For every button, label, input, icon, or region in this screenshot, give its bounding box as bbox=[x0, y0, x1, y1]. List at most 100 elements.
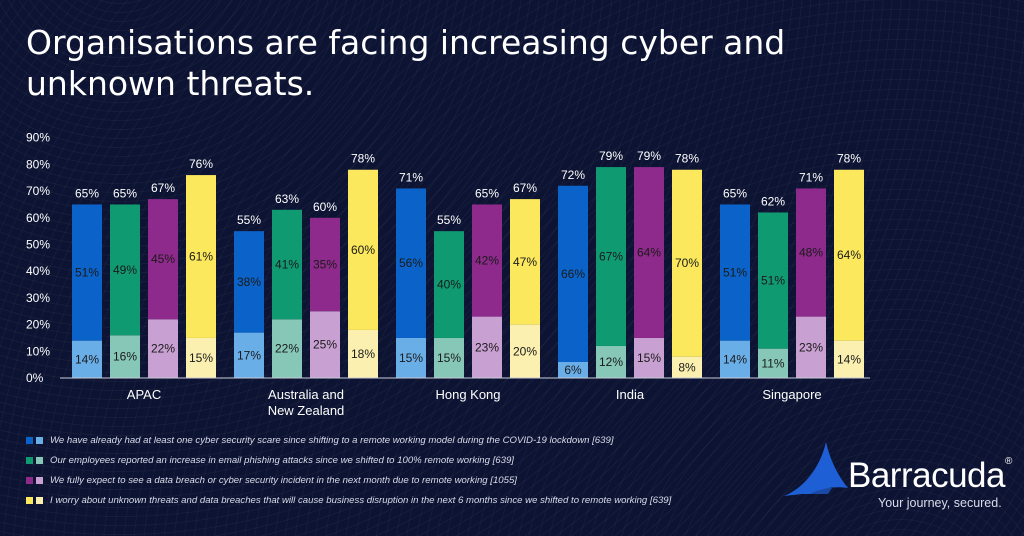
bar-upper-segment bbox=[596, 167, 626, 346]
bar-upper-segment bbox=[110, 204, 140, 336]
bar-segment-label: 12% bbox=[599, 355, 623, 369]
bar-upper-segment bbox=[672, 169, 702, 357]
legend-label: We have already had at least one cyber s… bbox=[50, 434, 614, 446]
bar-upper-segment bbox=[310, 217, 340, 312]
y-tick-label: 70% bbox=[26, 184, 50, 198]
bar-total-label: 78% bbox=[837, 152, 861, 166]
bar-lower-segment bbox=[148, 319, 178, 378]
x-axis: APAC Australia and New Zealand Hong Kong Ind… bbox=[60, 377, 870, 418]
y-tick-label: 0% bbox=[26, 371, 44, 385]
bar-segment-label: 16% bbox=[113, 350, 137, 364]
bar-total-label: 65% bbox=[75, 186, 99, 200]
bar-segment-label: 60% bbox=[351, 243, 375, 257]
bar-lower-segment bbox=[472, 316, 502, 378]
bar-segment-label: 51% bbox=[761, 274, 785, 288]
bar-upper-segment bbox=[148, 199, 178, 320]
bar-segment-label: 14% bbox=[723, 352, 747, 366]
bar-lower-segment bbox=[186, 337, 216, 378]
bar-total-label: 55% bbox=[437, 213, 461, 227]
bar-total-label: 62% bbox=[761, 194, 785, 208]
bar-total-label: 79% bbox=[599, 149, 623, 163]
bar-segment-label: 38% bbox=[237, 275, 261, 289]
legend-label: I worry about unknown threats and data b… bbox=[50, 494, 672, 506]
legend-swatch-dark bbox=[26, 436, 33, 444]
legend-item: We fully expect to see a data breach or … bbox=[26, 470, 766, 490]
bar-segment-label: 22% bbox=[151, 342, 175, 356]
bar-lower-segment bbox=[834, 340, 864, 378]
bar-lower-segment bbox=[272, 319, 302, 378]
bar-total-label: 78% bbox=[675, 152, 699, 166]
legend-swatch-light bbox=[36, 476, 43, 484]
bar-segment-label: 14% bbox=[837, 352, 861, 366]
legend-label: We fully expect to see a data breach or … bbox=[50, 474, 517, 486]
bar-total-label: 76% bbox=[189, 157, 213, 171]
bar-upper-segment bbox=[72, 204, 102, 341]
bar-segment-label: 23% bbox=[475, 340, 499, 354]
bar-segment-label: 61% bbox=[189, 250, 213, 264]
bar-segment-label: 56% bbox=[399, 256, 423, 270]
bar-total-label: 79% bbox=[637, 149, 661, 163]
bar-upper-segment bbox=[396, 188, 426, 338]
x-category-label: Hong Kong bbox=[435, 387, 500, 402]
bar-lower-segment bbox=[110, 335, 140, 378]
bar-lower-segment bbox=[558, 361, 588, 378]
legend-swatch-light bbox=[36, 496, 43, 504]
brand-tagline: Your journey, secured. bbox=[878, 496, 1002, 510]
bar-segment-label: 14% bbox=[75, 352, 99, 366]
bar-upper-segment bbox=[834, 169, 864, 341]
bar-segment-label: 15% bbox=[189, 351, 213, 365]
x-category-label: India bbox=[616, 387, 645, 402]
bar-segment-label: 40% bbox=[437, 278, 461, 292]
bar-total-label: 55% bbox=[237, 213, 261, 227]
legend-item: Our employees reported an increase in em… bbox=[26, 450, 766, 470]
y-tick-label: 40% bbox=[26, 264, 50, 278]
bar-segment-label: 48% bbox=[799, 246, 823, 260]
bar-total-label: 67% bbox=[513, 181, 537, 195]
bar-upper-segment bbox=[472, 204, 502, 317]
bar-segment-label: 51% bbox=[75, 266, 99, 280]
bar-lower-segment bbox=[234, 332, 264, 378]
bar-segment-label: 51% bbox=[723, 266, 747, 280]
legend: We have already had at least one cyber s… bbox=[26, 430, 766, 510]
bar-upper-segment bbox=[186, 175, 216, 338]
bar-segment-label: 22% bbox=[275, 342, 299, 356]
bar-upper-segment bbox=[720, 204, 750, 341]
legend-item: We have already had at least one cyber s… bbox=[26, 430, 766, 450]
legend-swatch-light bbox=[36, 456, 43, 464]
bar-upper-segment bbox=[634, 167, 664, 338]
legend-swatch-dark bbox=[26, 476, 33, 484]
bar-upper-segment bbox=[234, 231, 264, 333]
bar-lower-segment bbox=[348, 329, 378, 378]
barracuda-fin-logo-icon bbox=[784, 442, 848, 496]
bar-lower-segment bbox=[396, 337, 426, 378]
bar-total-label: 71% bbox=[799, 170, 823, 184]
y-tick-label: 90% bbox=[26, 131, 50, 145]
bar-lower-segment bbox=[720, 340, 750, 378]
legend-item: I worry about unknown threats and data b… bbox=[26, 490, 766, 510]
bar-segment-label: 66% bbox=[561, 267, 585, 281]
bar-segment-label: 15% bbox=[437, 351, 461, 365]
bar-lower-segment bbox=[310, 311, 340, 378]
bar-segment-label: 11% bbox=[761, 356, 784, 370]
bar-lower-segment bbox=[596, 345, 626, 378]
bar-total-label: 78% bbox=[351, 152, 375, 166]
y-tick-label: 80% bbox=[26, 157, 50, 171]
bar-segment-label: 20% bbox=[513, 344, 537, 358]
legend-label: Our employees reported an increase in em… bbox=[50, 454, 514, 466]
brand-name: Barracuda® bbox=[848, 456, 1012, 495]
bar-upper-segment bbox=[272, 209, 302, 320]
bar-segment-label: 15% bbox=[399, 351, 423, 365]
y-tick-label: 60% bbox=[26, 211, 50, 225]
bar-segment-label: 8% bbox=[678, 360, 696, 374]
x-category-label: Australia and New Zealand bbox=[268, 387, 345, 418]
y-tick-label: 30% bbox=[26, 291, 50, 305]
bar-segment-label: 64% bbox=[837, 248, 861, 262]
bar-upper-segment bbox=[558, 185, 588, 362]
y-axis: 0% 10% 20% 30% 40% 50% 60% 70% 80% 90% bbox=[26, 131, 50, 385]
bar-total-label: 71% bbox=[399, 170, 423, 184]
legend-swatch-dark bbox=[26, 456, 33, 464]
bar-lower-segment bbox=[510, 324, 540, 378]
bar-segment-label: 67% bbox=[599, 250, 623, 264]
chart-title: Organisations are facing increasing cybe… bbox=[26, 23, 786, 103]
